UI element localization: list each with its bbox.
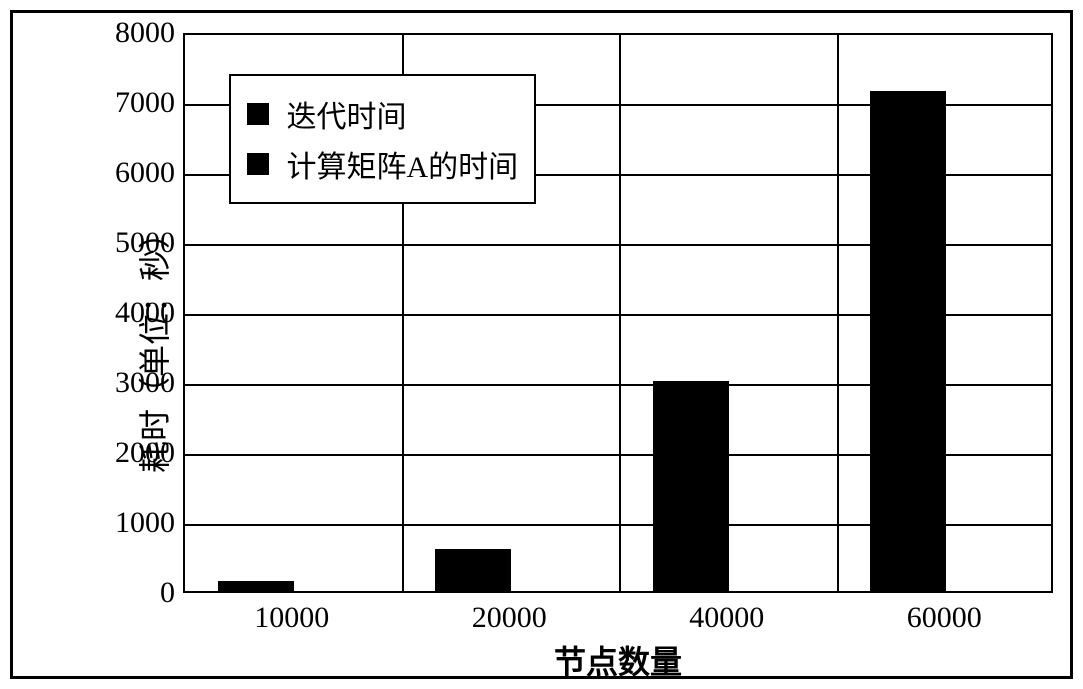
x-tick-label: 40000 [689, 601, 764, 635]
y-tick-label: 4000 [115, 296, 175, 330]
bar [653, 381, 729, 591]
legend-swatch [247, 153, 269, 175]
legend: 迭代时间计算矩阵A的时间 [229, 74, 537, 204]
y-tick-label: 0 [160, 576, 175, 610]
bar [435, 549, 511, 591]
legend-item: 计算矩阵A的时间 [247, 142, 519, 186]
gridline-vertical [837, 35, 839, 591]
legend-label: 计算矩阵A的时间 [287, 142, 519, 186]
x-tick-label: 20000 [472, 601, 547, 635]
y-tick-label: 6000 [115, 156, 175, 190]
plot-area: 迭代时间计算矩阵A的时间 [183, 33, 1053, 593]
y-tick-label: 3000 [115, 366, 175, 400]
legend-label: 迭代时间 [287, 92, 407, 136]
y-tick-label: 1000 [115, 506, 175, 540]
y-tick-label: 7000 [115, 86, 175, 120]
y-tick-label: 5000 [115, 226, 175, 260]
y-tick-label: 8000 [115, 16, 175, 50]
bar [218, 581, 294, 592]
x-tick-label: 10000 [254, 601, 329, 635]
chart-frame: 耗时（单位：秒） 迭代时间计算矩阵A的时间 节点数量 0100020003000… [10, 10, 1073, 679]
gridline-vertical [619, 35, 621, 591]
legend-swatch [247, 103, 269, 125]
legend-item: 迭代时间 [247, 92, 519, 136]
x-axis-label: 节点数量 [554, 637, 682, 683]
plot-wrap: 迭代时间计算矩阵A的时间 节点数量 0100020003000400050006… [183, 33, 1053, 593]
x-tick-label: 60000 [907, 601, 982, 635]
y-tick-label: 2000 [115, 436, 175, 470]
bar [870, 91, 946, 592]
